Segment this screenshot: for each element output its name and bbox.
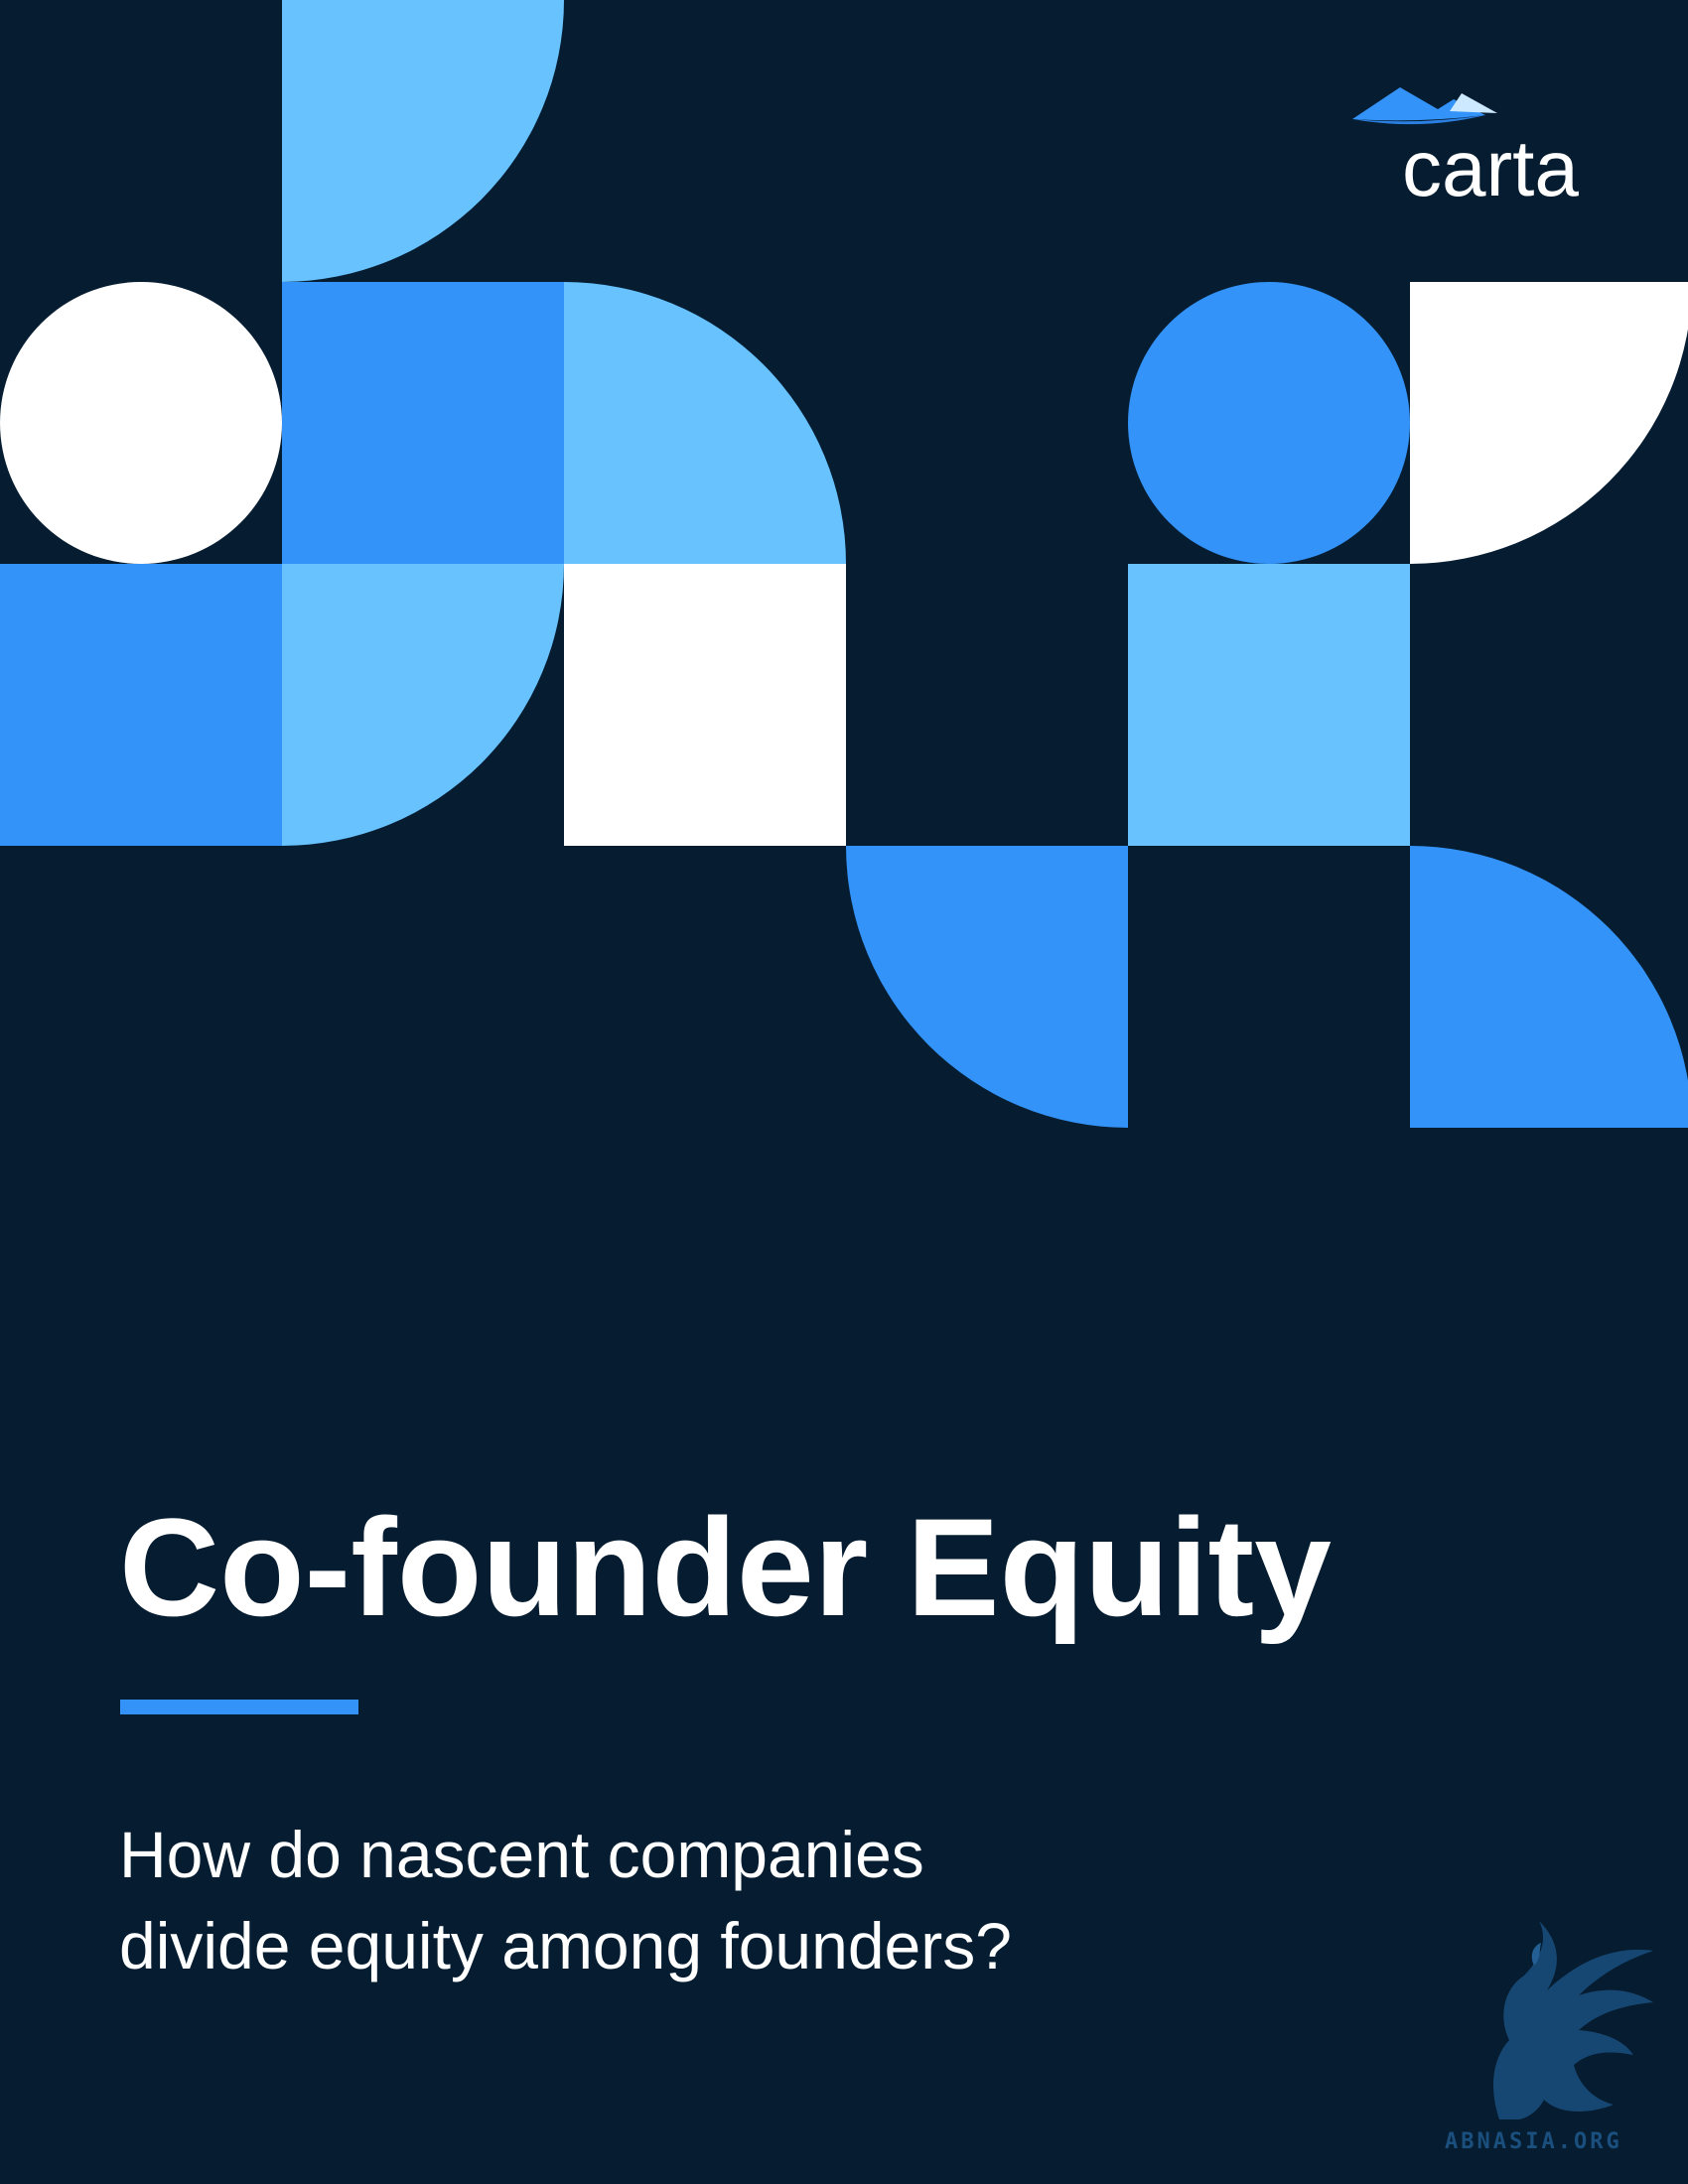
- circle-shape: [1128, 282, 1410, 564]
- carta-logo: carta: [1350, 79, 1609, 208]
- quarter-circle-shape: [1410, 282, 1688, 564]
- page-title: Co-founder Equity: [119, 1489, 1332, 1645]
- square-shape: [1128, 564, 1410, 846]
- square-shape: [564, 564, 846, 846]
- watermark-text: ABNASIA.ORG: [1445, 2129, 1622, 2154]
- subtitle-line: divide equity among founders?: [119, 1909, 1012, 1982]
- griffin-icon: [1493, 1921, 1653, 2119]
- watermark: ABNASIA.ORG: [1430, 1921, 1668, 2169]
- quarter-circle-shape: [282, 564, 564, 846]
- carta-mountain-icon: [1352, 87, 1497, 125]
- square-shape: [282, 282, 564, 564]
- logo-wordmark: carta: [1402, 124, 1579, 212]
- quarter-circle-shape: [564, 282, 846, 564]
- subtitle-line: How do nascent companies: [119, 1818, 924, 1891]
- title-divider: [120, 1700, 358, 1714]
- quarter-circle-shape: [846, 846, 1128, 1128]
- quarter-circle-shape: [282, 0, 564, 282]
- quarter-circle-shape: [1410, 846, 1688, 1128]
- square-shape: [0, 564, 282, 846]
- subtitle: How do nascent companies divide equity a…: [119, 1809, 1311, 1991]
- circle-shape: [0, 282, 282, 564]
